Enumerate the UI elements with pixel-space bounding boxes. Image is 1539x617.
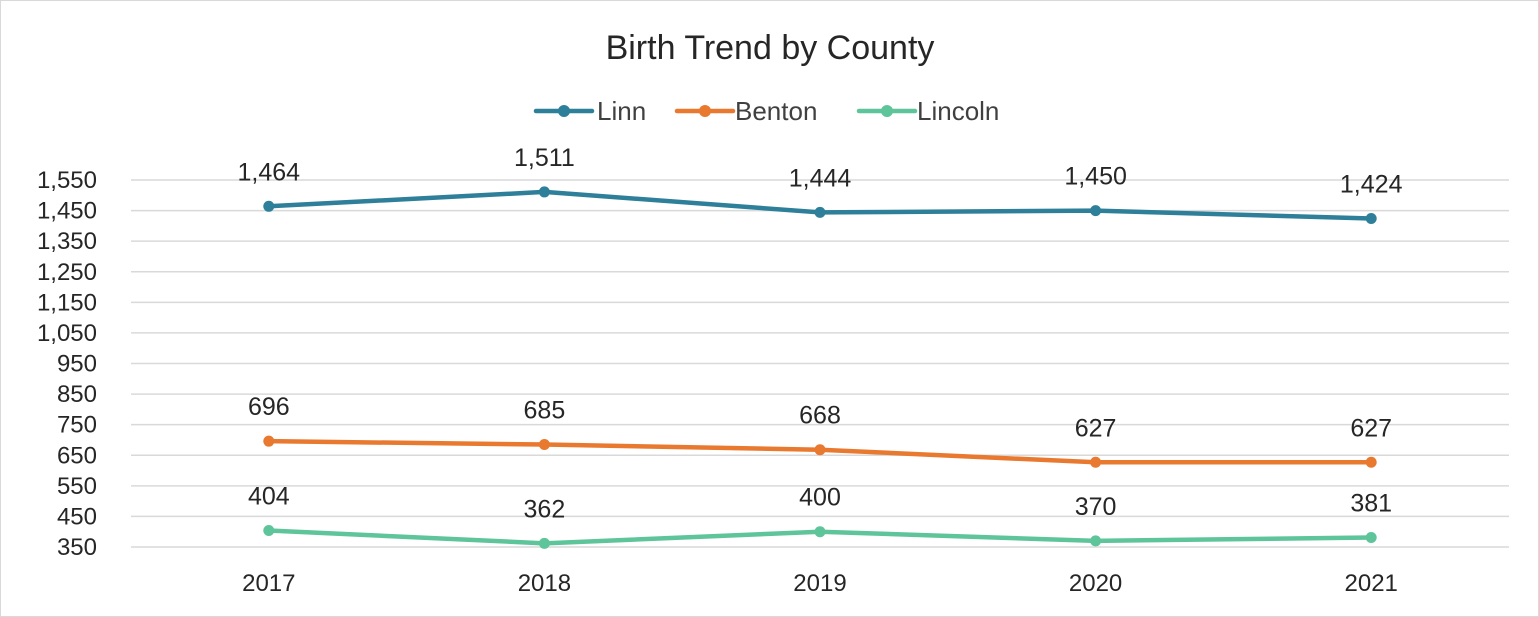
- legend: Linn Benton Lincoln: [533, 96, 999, 126]
- data-point: [1090, 205, 1102, 217]
- y-tick-label: 750: [57, 412, 97, 439]
- data-point: [814, 444, 826, 456]
- data-label: 668: [799, 402, 841, 430]
- x-axis: 2017 2018 2019 2020 2021: [242, 570, 1398, 597]
- series-linn: 1,464 1,511 1,444 1,450 1,424: [238, 144, 1403, 225]
- data-label: 370: [1075, 493, 1117, 521]
- legend-label: Benton: [735, 96, 817, 126]
- data-point: [263, 435, 275, 447]
- data-point: [1365, 532, 1377, 544]
- series-lincoln: 404 362 400 370 381: [248, 482, 1392, 549]
- series-benton: 696 685 668 627 627: [248, 393, 1392, 468]
- data-label: 400: [799, 484, 841, 512]
- data-label: 404: [248, 482, 290, 510]
- gridlines: [131, 179, 1509, 548]
- data-point: [1365, 213, 1377, 225]
- data-point: [263, 200, 275, 212]
- legend-entry-benton: Benton: [674, 96, 817, 126]
- data-point: [1365, 456, 1377, 468]
- y-tick-label: 1,150: [37, 289, 97, 316]
- data-label: 1,464: [238, 158, 301, 186]
- x-tick-label: 2017: [242, 570, 295, 597]
- data-label: 1,424: [1340, 171, 1403, 199]
- y-tick-label: 1,050: [37, 320, 97, 347]
- y-tick-label: 1,250: [37, 259, 97, 286]
- data-label: 1,450: [1064, 163, 1127, 191]
- y-tick-label: 550: [57, 473, 97, 500]
- data-point: [1090, 535, 1102, 547]
- y-tick-label: 650: [57, 442, 97, 469]
- data-point: [814, 526, 826, 538]
- data-point: [538, 439, 550, 451]
- data-point: [1090, 456, 1102, 468]
- data-point: [814, 206, 826, 218]
- data-label: 627: [1350, 414, 1392, 442]
- y-tick-label: 350: [57, 534, 97, 561]
- data-label: 627: [1075, 414, 1117, 442]
- data-label: 381: [1350, 490, 1392, 518]
- legend-swatch-marker: [558, 105, 570, 117]
- data-point: [538, 537, 550, 549]
- data-label: 1,511: [514, 144, 575, 172]
- legend-label: Linn: [597, 96, 646, 126]
- y-tick-label: 1,550: [37, 167, 97, 194]
- x-tick-label: 2020: [1069, 570, 1122, 597]
- legend-entry-lincoln: Lincoln: [856, 96, 999, 126]
- y-tick-label: 1,450: [37, 198, 97, 225]
- data-label: 696: [248, 393, 290, 421]
- x-tick-label: 2021: [1345, 570, 1398, 597]
- y-tick-label: 450: [57, 503, 97, 530]
- data-label: 362: [524, 495, 566, 523]
- legend-entry-linn: Linn: [533, 96, 646, 126]
- y-tick-label: 1,350: [37, 228, 97, 255]
- data-label: 685: [524, 397, 566, 425]
- y-tick-label: 950: [57, 351, 97, 378]
- data-point: [263, 524, 275, 536]
- data-point: [538, 186, 550, 198]
- legend-label: Lincoln: [917, 96, 999, 126]
- x-tick-label: 2018: [518, 570, 571, 597]
- chart-title: Birth Trend by County: [606, 29, 935, 67]
- series-group: 1,464 1,511 1,444 1,450 1,424 696 685 668 627 627…: [238, 144, 1403, 549]
- y-tick-label: 850: [57, 381, 97, 408]
- legend-swatch-marker: [881, 105, 893, 117]
- y-axis: 350 450 550 650 750 850 950 1,050 1,150 1,250 1,35…: [37, 167, 97, 561]
- x-tick-label: 2019: [793, 570, 846, 597]
- data-label: 1,444: [789, 164, 852, 192]
- legend-swatch-marker: [699, 105, 711, 117]
